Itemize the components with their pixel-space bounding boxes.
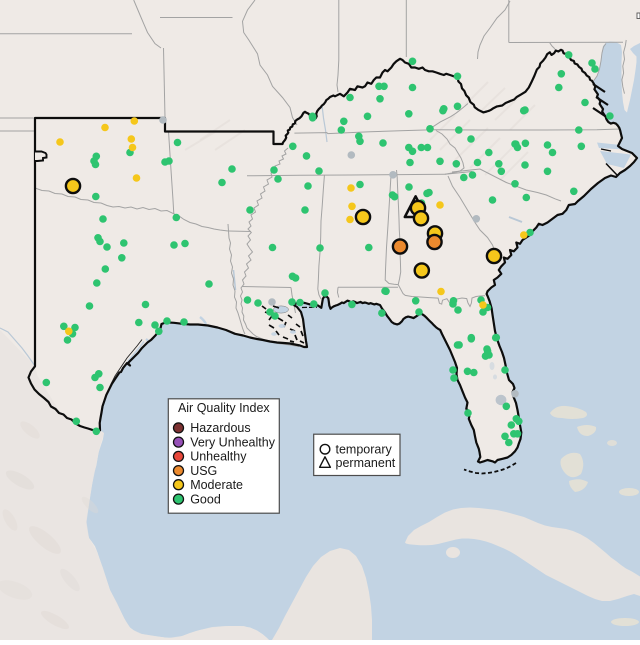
svg-text:USG: USG bbox=[190, 464, 217, 478]
svg-text:Air Quality Index: Air Quality Index bbox=[178, 401, 270, 415]
svg-text:temporary: temporary bbox=[336, 443, 393, 457]
svg-text:Good: Good bbox=[190, 492, 221, 506]
svg-text:Very Unhealthy: Very Unhealthy bbox=[190, 435, 276, 449]
svg-text:Hazardous: Hazardous bbox=[190, 421, 250, 435]
svg-text:permanent: permanent bbox=[336, 456, 396, 470]
svg-text:Moderate: Moderate bbox=[190, 478, 243, 492]
svg-text:Unhealthy: Unhealthy bbox=[190, 450, 247, 464]
